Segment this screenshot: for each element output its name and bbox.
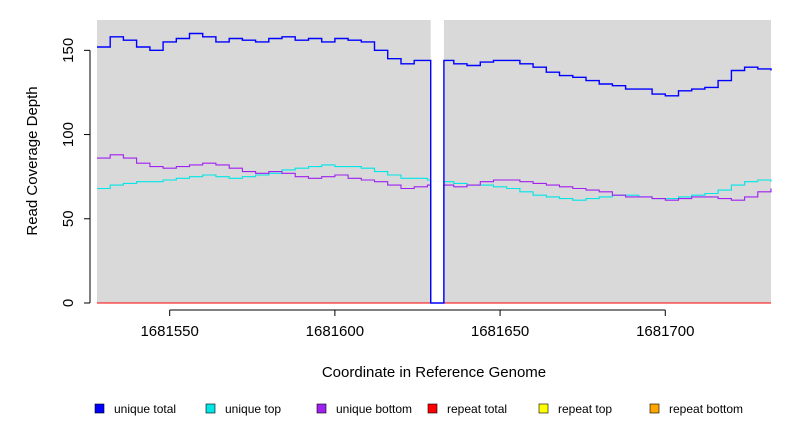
legend-label-repeat-top: repeat top: [558, 402, 612, 416]
legend-swatch-repeat-top: [538, 403, 549, 414]
series-line-unique-total: [97, 32, 772, 304]
x-axis-label: Coordinate in Reference Genome: [322, 364, 546, 381]
coverage-gap: [430, 20, 444, 303]
legend: unique total unique top unique bottom repea…: [94, 402, 743, 416]
x-tick-label: 1681700: [636, 323, 694, 340]
x-tick-label: 1681650: [471, 323, 529, 340]
legend-swatch-unique-bottom: [316, 403, 327, 414]
x-tick-label: 1681550: [140, 323, 198, 340]
y-tick-label: 50: [60, 210, 77, 227]
y-tick-label: 0: [60, 299, 77, 307]
series-line-unique-bottom: [97, 154, 772, 304]
legend-swatch-unique-total: [94, 403, 105, 414]
legend-label-unique-top: unique top: [225, 402, 281, 416]
legend-label-unique-total: unique total: [114, 402, 176, 416]
y-tick-label: 150: [60, 38, 77, 63]
series-layer: [97, 32, 772, 304]
legend-label-repeat-bottom: repeat bottom: [669, 402, 743, 416]
legend-swatch-unique-top: [205, 403, 216, 414]
x-tick-label: 1681600: [306, 323, 364, 340]
y-axis-label: Read Coverage Depth: [24, 86, 41, 235]
y-tick-label: 100: [60, 122, 77, 147]
legend-label-repeat-total: repeat total: [447, 402, 507, 416]
legend-swatch-repeat-total: [427, 403, 438, 414]
axis-layer: 0 50 100 150 1681550 1681600 1681650 1681700: [60, 38, 694, 340]
legend-swatch-repeat-bottom: [649, 403, 660, 414]
legend-label-unique-bottom: unique bottom: [336, 402, 412, 416]
